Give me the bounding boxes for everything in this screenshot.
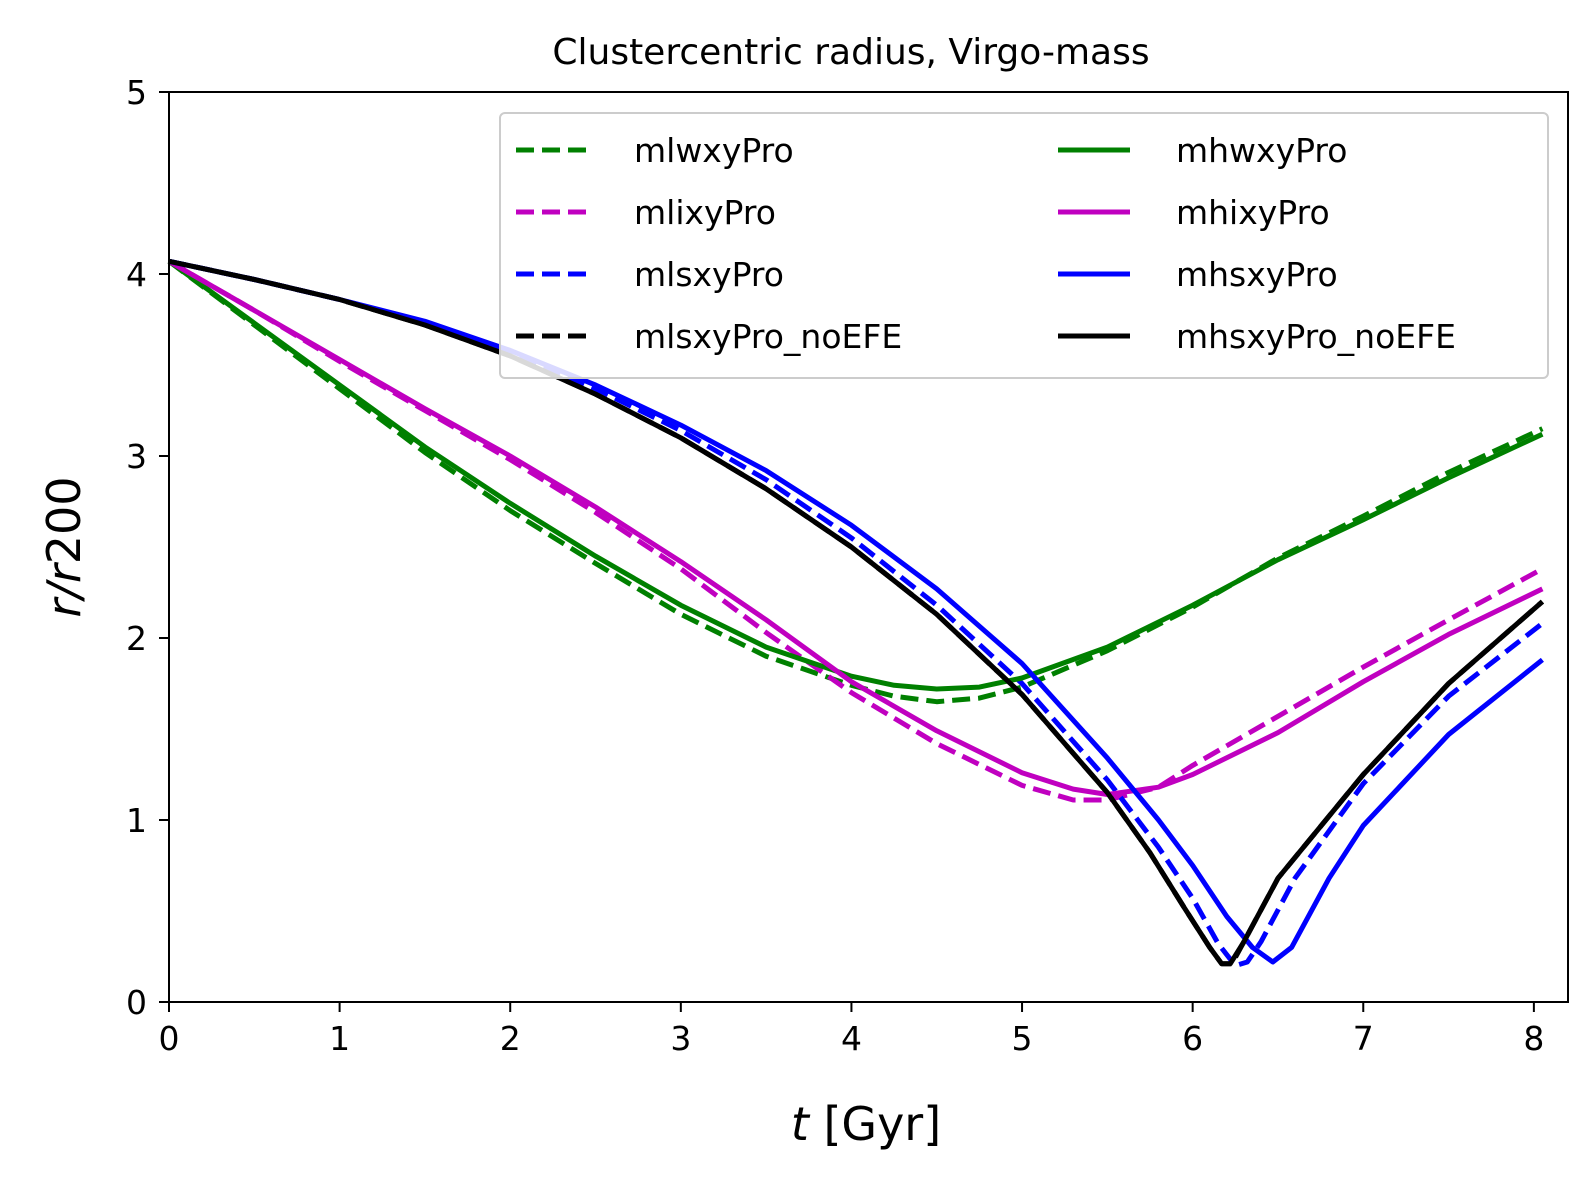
y-tick-label: 3	[126, 437, 147, 476]
y-axis-symbol-r2: r	[37, 561, 91, 583]
legend-label-mhsxyPro: mhsxyPro	[1176, 255, 1338, 294]
x-tick-label: 6	[1182, 1019, 1203, 1058]
legend-box	[499, 112, 1549, 379]
x-axis-unit: [Gyr]	[823, 1097, 941, 1151]
legend-label-mhwxyPro: mhwxyPro	[1176, 131, 1347, 170]
legend: mlwxyPro mlixyPro mlsxyPro mlsxyPro_noEFE mh…	[499, 112, 1549, 379]
y-tick-label: 0	[126, 983, 147, 1022]
y-tick-label: 2	[126, 619, 147, 658]
x-ticks: 0 1 2 3 4 5 6 7 8	[159, 1002, 1544, 1058]
legend-items: mlwxyPro mlixyPro mlsxyPro mlsxyPro_noEFE mh…	[516, 131, 1456, 356]
x-tick-label: 8	[1523, 1019, 1544, 1058]
x-tick-label: 1	[329, 1019, 350, 1058]
series-line-mlwxyPro	[167, 259, 1544, 705]
chart-title: Clustercentric radius, Virgo-mass	[552, 32, 1149, 73]
y-axis-suffix: 200	[37, 476, 91, 564]
y-tick-label: 1	[126, 801, 147, 840]
series-layer	[167, 258, 1545, 969]
x-tick-label: 0	[159, 1019, 180, 1058]
series-line-mhwxyPro	[167, 259, 1544, 692]
legend-label-mlsxyPro: mlsxyPro	[634, 255, 784, 294]
x-tick-label: 7	[1353, 1019, 1374, 1058]
x-tick-label: 3	[670, 1019, 691, 1058]
x-axis-symbol: t	[791, 1097, 811, 1151]
series-line-mhixyPro	[167, 259, 1544, 797]
legend-label-mhixyPro: mhixyPro	[1176, 193, 1330, 232]
y-ticks: 0 1 2 3 4 5	[126, 73, 169, 1022]
legend-label-mlixyPro: mlixyPro	[634, 193, 776, 232]
y-axis-label: r/r200	[37, 476, 91, 617]
legend-label-mhsxyPro_noEFE: mhsxyPro_noEFE	[1176, 317, 1456, 356]
axes-frame	[168, 91, 1569, 1003]
y-axis-symbol-r: r	[37, 596, 91, 618]
series-line-mlsxyPro	[168, 258, 1544, 969]
x-axis-label: t [Gyr]	[791, 1097, 941, 1151]
legend-label-mlsxyPro_noEFE: mlsxyPro_noEFE	[634, 317, 902, 356]
legend-label-mlwxyPro: mlwxyPro	[634, 131, 794, 170]
y-tick-label: 4	[126, 255, 147, 294]
series-line-mhsxyPro	[168, 258, 1544, 965]
y-tick-label: 5	[126, 73, 147, 112]
series-line-mhsxyPro_noEFE	[168, 258, 1545, 967]
x-tick-label: 5	[1012, 1019, 1033, 1058]
x-tick-label: 2	[500, 1019, 521, 1058]
x-tick-label: 4	[841, 1019, 862, 1058]
